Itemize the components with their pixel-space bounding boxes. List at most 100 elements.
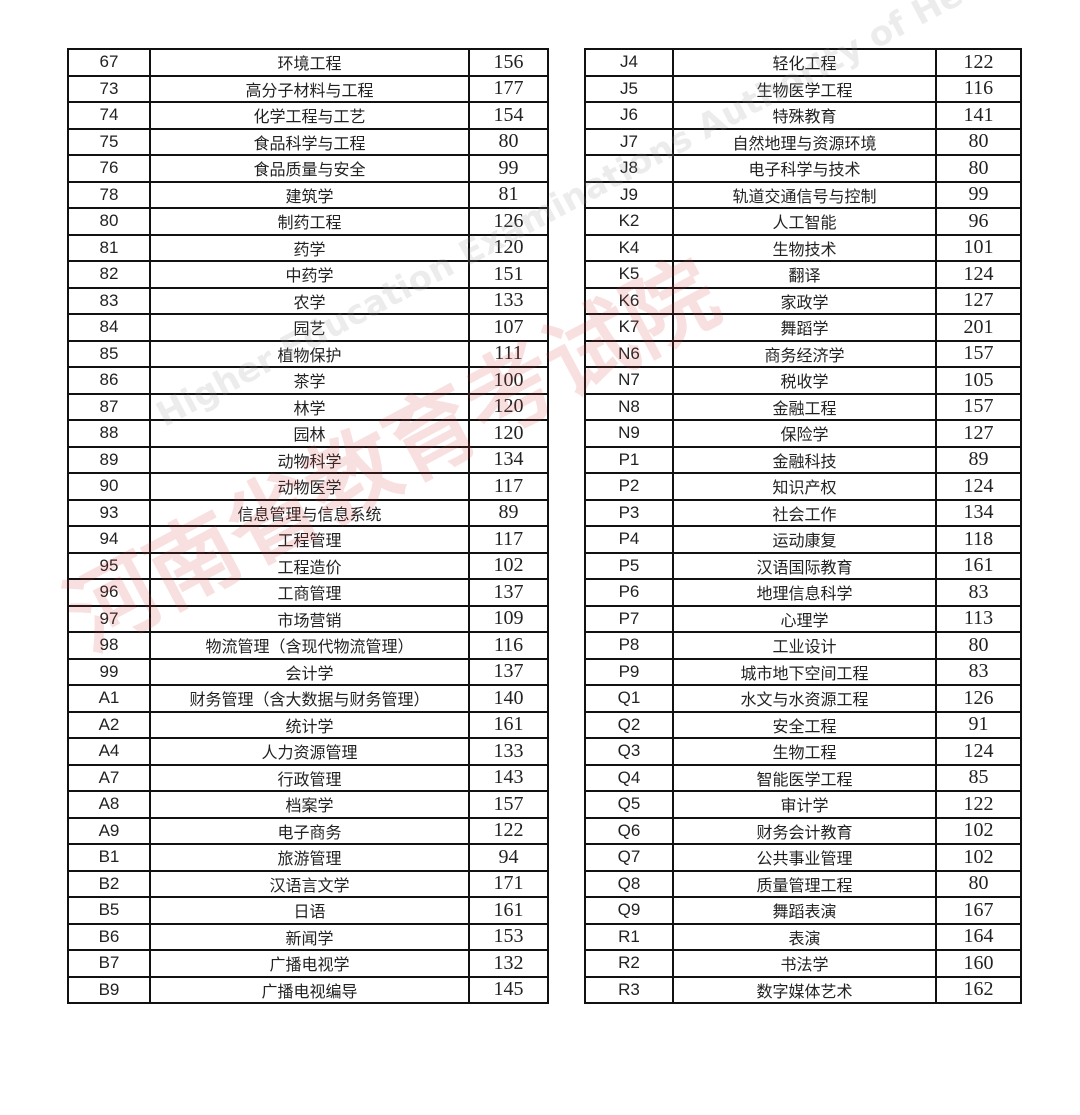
table-row: A8 档案学 157 xyxy=(67,790,549,819)
major-name-cell: 工程造价 xyxy=(149,551,470,580)
major-code-cell: J4 xyxy=(584,48,674,77)
table-row: J9 轨道交通信号与控制 99 xyxy=(584,180,1022,209)
score-cell: 157 xyxy=(935,392,1022,421)
major-name-cell: 工商管理 xyxy=(149,578,470,607)
table-row: Q3 生物工程 124 xyxy=(584,737,1022,766)
score-cell: 171 xyxy=(468,869,549,898)
major-name-cell: 建筑学 xyxy=(149,180,470,209)
score-cell: 122 xyxy=(468,816,549,845)
major-code-cell: P8 xyxy=(584,631,674,660)
major-code-cell: B6 xyxy=(67,922,151,951)
major-name-cell: 工业设计 xyxy=(672,631,937,660)
major-code-cell: P4 xyxy=(584,525,674,554)
major-code-cell: 93 xyxy=(67,498,151,527)
major-code-cell: A7 xyxy=(67,763,151,792)
major-name-cell: 会计学 xyxy=(149,657,470,686)
major-name-cell: 林学 xyxy=(149,392,470,421)
score-cell: 137 xyxy=(468,578,549,607)
score-cell: 156 xyxy=(468,48,549,77)
major-name-cell: 食品科学与工程 xyxy=(149,127,470,156)
score-cell: 164 xyxy=(935,922,1022,951)
major-name-cell: 信息管理与信息系统 xyxy=(149,498,470,527)
major-name-cell: 特殊教育 xyxy=(672,101,937,130)
table-row: 74 化学工程与工艺 154 xyxy=(67,101,549,130)
major-name-cell: 生物医学工程 xyxy=(672,74,937,103)
major-name-cell: 自然地理与资源环境 xyxy=(672,127,937,156)
major-code-cell: P6 xyxy=(584,578,674,607)
major-name-cell: 茶学 xyxy=(149,366,470,395)
score-cell: 102 xyxy=(468,551,549,580)
table-row: B6 新闻学 153 xyxy=(67,922,549,951)
major-name-cell: 动物医学 xyxy=(149,472,470,501)
major-code-cell: K4 xyxy=(584,233,674,262)
score-cell: 124 xyxy=(935,737,1022,766)
table-row: Q6 财务会计教育 102 xyxy=(584,816,1022,845)
major-name-cell: 轨道交通信号与控制 xyxy=(672,180,937,209)
major-code-cell: A1 xyxy=(67,684,151,713)
major-name-cell: 工程管理 xyxy=(149,525,470,554)
score-cell: 201 xyxy=(935,313,1022,342)
score-cell: 100 xyxy=(468,366,549,395)
score-cell: 133 xyxy=(468,737,549,766)
table-row: Q5 审计学 122 xyxy=(584,790,1022,819)
table-row: 94 工程管理 117 xyxy=(67,525,549,554)
score-cell: 85 xyxy=(935,763,1022,792)
major-name-cell: 市场营销 xyxy=(149,604,470,633)
table-row: Q9 舞蹈表演 167 xyxy=(584,896,1022,925)
major-code-cell: N7 xyxy=(584,366,674,395)
score-cell: 80 xyxy=(935,154,1022,183)
major-name-cell: 物流管理（含现代物流管理） xyxy=(149,631,470,660)
major-name-cell: 舞蹈学 xyxy=(672,313,937,342)
table-row: Q2 安全工程 91 xyxy=(584,710,1022,739)
major-name-cell: 电子商务 xyxy=(149,816,470,845)
score-cell: 113 xyxy=(935,604,1022,633)
major-name-cell: 高分子材料与工程 xyxy=(149,74,470,103)
major-name-cell: 舞蹈表演 xyxy=(672,896,937,925)
major-name-cell: 电子科学与技术 xyxy=(672,154,937,183)
score-cell: 134 xyxy=(935,498,1022,527)
major-code-cell: 78 xyxy=(67,180,151,209)
major-code-cell: J8 xyxy=(584,154,674,183)
table-row: Q4 智能医学工程 85 xyxy=(584,763,1022,792)
table-row: A7 行政管理 143 xyxy=(67,763,549,792)
score-cell: 81 xyxy=(468,180,549,209)
table-row: P7 心理学 113 xyxy=(584,604,1022,633)
score-cell: 99 xyxy=(935,180,1022,209)
table-row: J4 轻化工程 122 xyxy=(584,48,1022,77)
major-code-cell: Q7 xyxy=(584,843,674,872)
major-code-cell: Q5 xyxy=(584,790,674,819)
major-code-cell: 94 xyxy=(67,525,151,554)
table-row: A4 人力资源管理 133 xyxy=(67,737,549,766)
major-code-cell: Q2 xyxy=(584,710,674,739)
major-name-cell: 旅游管理 xyxy=(149,843,470,872)
major-name-cell: 园艺 xyxy=(149,313,470,342)
major-code-cell: 82 xyxy=(67,260,151,289)
table-row: 90 动物医学 117 xyxy=(67,472,549,501)
table-row: P8 工业设计 80 xyxy=(584,631,1022,660)
score-cell: 120 xyxy=(468,392,549,421)
major-code-cell: P9 xyxy=(584,657,674,686)
major-name-cell: 动物科学 xyxy=(149,445,470,474)
score-cell: 117 xyxy=(468,472,549,501)
major-name-cell: 金融科技 xyxy=(672,445,937,474)
right-table: J4 轻化工程 122 J5 生物医学工程 116 J6 特殊教育 141 J7 自然地理与资源环境… xyxy=(584,48,1022,1004)
major-code-cell: A9 xyxy=(67,816,151,845)
major-code-cell: B1 xyxy=(67,843,151,872)
table-row: 87 林学 120 xyxy=(67,392,549,421)
table-row: Q8 质量管理工程 80 xyxy=(584,869,1022,898)
major-code-cell: Q4 xyxy=(584,763,674,792)
table-row: 88 园林 120 xyxy=(67,419,549,448)
table-row: P9 城市地下空间工程 83 xyxy=(584,657,1022,686)
score-cell: 120 xyxy=(468,233,549,262)
score-cell: 89 xyxy=(935,445,1022,474)
major-name-cell: 广播电视编导 xyxy=(149,975,470,1004)
major-name-cell: 数字媒体艺术 xyxy=(672,975,937,1004)
major-name-cell: 质量管理工程 xyxy=(672,869,937,898)
major-code-cell: 76 xyxy=(67,154,151,183)
score-cell: 124 xyxy=(935,260,1022,289)
table-row: P5 汉语国际教育 161 xyxy=(584,551,1022,580)
score-cell: 91 xyxy=(935,710,1022,739)
major-name-cell: 档案学 xyxy=(149,790,470,819)
score-cell: 122 xyxy=(935,48,1022,77)
score-cell: 116 xyxy=(935,74,1022,103)
